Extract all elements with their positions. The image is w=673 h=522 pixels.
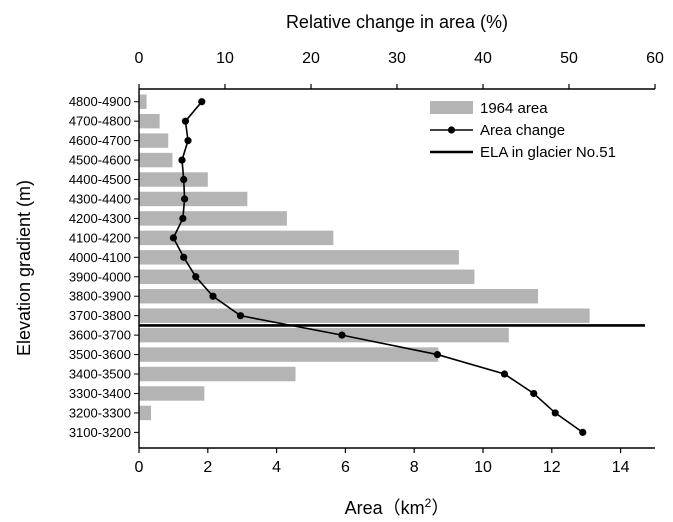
bar (139, 191, 248, 207)
x2-tick-label: 20 (302, 50, 320, 67)
y-tick-label: 3300-3400 (69, 386, 131, 401)
legend-line-label: Area change (480, 122, 565, 139)
bar (139, 250, 459, 265)
bar (139, 94, 147, 109)
x-tick-label: 14 (612, 459, 630, 476)
y-tick-label: 4500-4600 (69, 153, 131, 168)
axes (138, 88, 655, 449)
x2-tick-label: 50 (560, 50, 578, 67)
area-change-point (209, 292, 217, 300)
x2-tick-label: 0 (135, 50, 144, 67)
bar (139, 347, 439, 362)
bar (139, 269, 475, 284)
area-change-point (551, 409, 559, 417)
area-change-series (169, 98, 587, 436)
y-tick-label: 3700-3800 (69, 308, 131, 323)
area-change-point (500, 370, 509, 378)
area-change-point (192, 273, 200, 281)
area-change-point (433, 350, 442, 359)
x-tick-label: 4 (272, 459, 281, 476)
area-change-point (169, 234, 177, 242)
legend-bar-swatch (430, 101, 473, 114)
area-change-point (180, 175, 188, 184)
bar-series (139, 94, 590, 421)
legend-ela-label: ELA in glacier No.51 (480, 144, 616, 161)
bar (139, 133, 169, 148)
y-tick-label: 4600-4700 (69, 133, 131, 148)
bar (139, 308, 590, 323)
bar (139, 113, 160, 129)
area-change-point (236, 312, 245, 320)
area-change-point (180, 195, 189, 203)
area-change-point (338, 331, 346, 339)
x2-tick-label: 10 (216, 50, 234, 67)
bottom-ticks: 0 2 4 6 8 10 12 14 (135, 448, 630, 476)
bar (139, 327, 509, 343)
area-change-point (178, 156, 186, 164)
y-tick-label: 3500-3600 (69, 347, 131, 362)
bottom-axis-title: Area（km2） (345, 496, 450, 518)
legend-bar-label: 1964 area (480, 100, 548, 117)
bar (139, 230, 334, 246)
bar (139, 366, 296, 382)
area-change-point (579, 428, 587, 436)
x2-tick-label: 40 (474, 50, 492, 67)
x-tick-label: 10 (474, 459, 492, 476)
area-change-point (184, 137, 192, 145)
bar (139, 405, 152, 421)
x-tick-label: 0 (135, 459, 144, 476)
y-tick-label: 3800-3900 (69, 289, 131, 304)
y-tick-label: 4800-4900 (69, 94, 131, 109)
bottom-axis-title-text: Area（km (345, 498, 425, 518)
bar (139, 152, 173, 168)
y-tick-label: 4100-4200 (69, 230, 131, 245)
y-tick-label: 3600-3700 (69, 328, 131, 343)
y-tick-label: 3100-3200 (69, 425, 131, 440)
top-ticks: 0 10 20 30 40 50 60 (135, 50, 664, 89)
x-tick-label: 6 (341, 459, 350, 476)
bottom-axis-title-superscript: 2 (425, 496, 432, 510)
y-tick-label: 4200-4300 (69, 211, 131, 226)
x-tick-label: 2 (203, 459, 212, 476)
bar (139, 386, 205, 401)
y-tick-label: 4300-4400 (69, 191, 131, 206)
y-tick-label: 4400-4500 (69, 172, 131, 187)
bottom-axis-title-close: ） (431, 498, 449, 518)
y-tick-label: 4700-4800 (69, 114, 131, 129)
top-axis-title: Relative change in area (%) (286, 12, 508, 32)
y-tick-label: 4000-4100 (69, 250, 131, 265)
legend-line-marker (447, 126, 456, 134)
y-tick-label: 3400-3500 (69, 367, 131, 382)
x-tick-label: 8 (410, 459, 419, 476)
y-tick-label: 3200-3300 (69, 405, 131, 420)
category-labels: 4800-4900 4700-4800 4600-4700 4500-4600 4400… (69, 94, 139, 440)
x2-tick-label: 60 (646, 50, 664, 67)
legend: 1964 area Area change ELA in glacier No.… (430, 100, 616, 161)
bar (139, 172, 208, 187)
area-change-point (198, 98, 206, 106)
area-change-point (180, 253, 188, 261)
area-change-point (179, 214, 187, 223)
area-change-point (181, 117, 190, 125)
left-axis-title: Elevation gradient (m) (14, 180, 34, 356)
y-tick-label: 3900-4000 (69, 269, 131, 284)
bar (139, 211, 287, 226)
bar (139, 289, 539, 304)
x-tick-label: 12 (543, 459, 561, 476)
area-change-point (530, 389, 538, 398)
x2-tick-label: 30 (388, 50, 406, 67)
